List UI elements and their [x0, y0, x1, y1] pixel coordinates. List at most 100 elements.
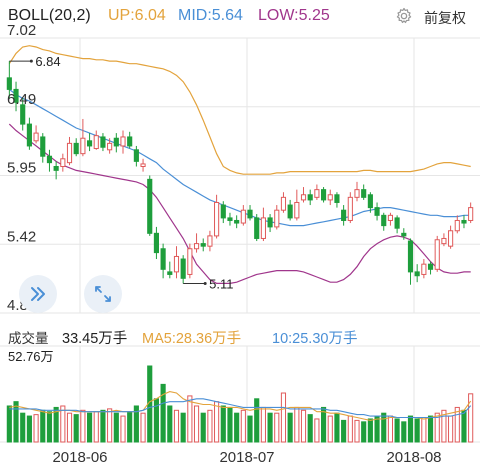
- candle-body: [241, 210, 245, 223]
- volume-bar: [295, 407, 299, 442]
- candle-body: [235, 220, 239, 223]
- candle: [321, 187, 325, 202]
- candle-body: [415, 272, 419, 276]
- date-tick-label: 2018-08: [386, 449, 441, 466]
- candle-body: [261, 218, 265, 239]
- candle: [141, 159, 145, 172]
- volume-title[interactable]: 成交量: [8, 327, 49, 347]
- candle-body: [321, 190, 325, 200]
- candle-body: [27, 124, 31, 146]
- volume-bar: [428, 416, 432, 442]
- volume-bar: [375, 416, 379, 442]
- candle-body: [368, 195, 372, 208]
- candle-body: [221, 205, 225, 218]
- price-tick-label: 7.02: [7, 22, 36, 39]
- volume-bar: [235, 413, 239, 442]
- volume-bar: [308, 415, 312, 442]
- candle-body: [435, 240, 439, 270]
- candle: [241, 205, 245, 226]
- volume-bar: [395, 419, 399, 442]
- candle-body: [161, 249, 165, 270]
- price-tick-label: 6.49: [7, 91, 36, 108]
- volume-bar: [81, 410, 85, 442]
- candle: [181, 255, 185, 283]
- candle-body: [188, 249, 192, 275]
- candle-body: [355, 190, 359, 198]
- volume-bar: [382, 413, 386, 442]
- candle-body: [442, 238, 446, 243]
- volume-bar: [422, 418, 426, 442]
- candle-body: [288, 205, 292, 218]
- volume-bar: [54, 407, 58, 442]
- candle-body: [469, 208, 473, 221]
- candle: [201, 238, 205, 251]
- candle: [281, 192, 285, 213]
- candle-body: [275, 210, 279, 227]
- candle: [388, 213, 392, 226]
- volume-bar: [288, 413, 292, 442]
- candle: [248, 205, 252, 220]
- expand-button[interactable]: [19, 275, 57, 313]
- candle-body: [268, 218, 272, 227]
- candle-body: [215, 202, 219, 235]
- candle-body: [114, 138, 118, 146]
- candle-body: [128, 137, 132, 146]
- volume-bar: [335, 413, 339, 442]
- candle: [235, 215, 239, 228]
- volume-bar: [174, 410, 178, 442]
- volume-bar: [121, 416, 125, 442]
- candle: [41, 133, 45, 163]
- candle-body: [208, 236, 212, 246]
- volume-bar: [94, 412, 98, 442]
- candle: [114, 133, 118, 152]
- candle-body: [47, 156, 51, 162]
- fullscreen-button[interactable]: [84, 275, 122, 313]
- volume-bar: [355, 420, 359, 442]
- candle: [301, 187, 305, 202]
- candle: [134, 146, 138, 167]
- volume-bar: [128, 412, 132, 442]
- candle: [61, 154, 65, 172]
- volume-bar: [194, 406, 198, 442]
- double-chevron-right-icon: [19, 275, 57, 313]
- volume-bar: [241, 410, 245, 442]
- volume-bar: [34, 415, 38, 442]
- volume-bar: [21, 413, 25, 442]
- volume-bar: [315, 419, 319, 442]
- candle: [94, 131, 98, 150]
- volume-bar: [101, 410, 105, 442]
- candle-body: [408, 241, 412, 272]
- volume-bar: [281, 393, 285, 442]
- candle-body: [81, 138, 85, 153]
- volume-bar: [268, 413, 272, 442]
- volume-bar: [7, 406, 11, 442]
- volume-bars: [7, 366, 472, 442]
- candle-body: [342, 210, 346, 220]
- volume-max-label: 52.76万: [8, 349, 54, 364]
- volume-bar: [27, 416, 31, 442]
- expand-arrows-icon: [84, 275, 122, 313]
- candle: [168, 262, 172, 279]
- candle-body: [462, 220, 466, 223]
- candlestick-series: [7, 61, 472, 285]
- volume-bar: [362, 422, 366, 442]
- candle-body: [255, 218, 259, 239]
- volume-bar: [301, 410, 305, 442]
- volume-ma5-value: MA5:28.36万手: [142, 327, 241, 348]
- volume-bar: [201, 413, 205, 442]
- candle-body: [348, 197, 352, 220]
- candle: [261, 208, 265, 241]
- volume-bar: [141, 413, 145, 442]
- volume-bar: [255, 399, 259, 442]
- candle-body: [194, 244, 198, 249]
- candle-body: [121, 137, 125, 146]
- candle: [47, 150, 51, 172]
- volume-bar: [462, 410, 466, 442]
- candle: [362, 184, 366, 199]
- candle: [228, 213, 232, 226]
- candle-body: [301, 195, 305, 200]
- candle: [255, 214, 259, 241]
- volume-bar: [388, 416, 392, 442]
- candle: [74, 138, 78, 156]
- volume-bar: [168, 406, 172, 442]
